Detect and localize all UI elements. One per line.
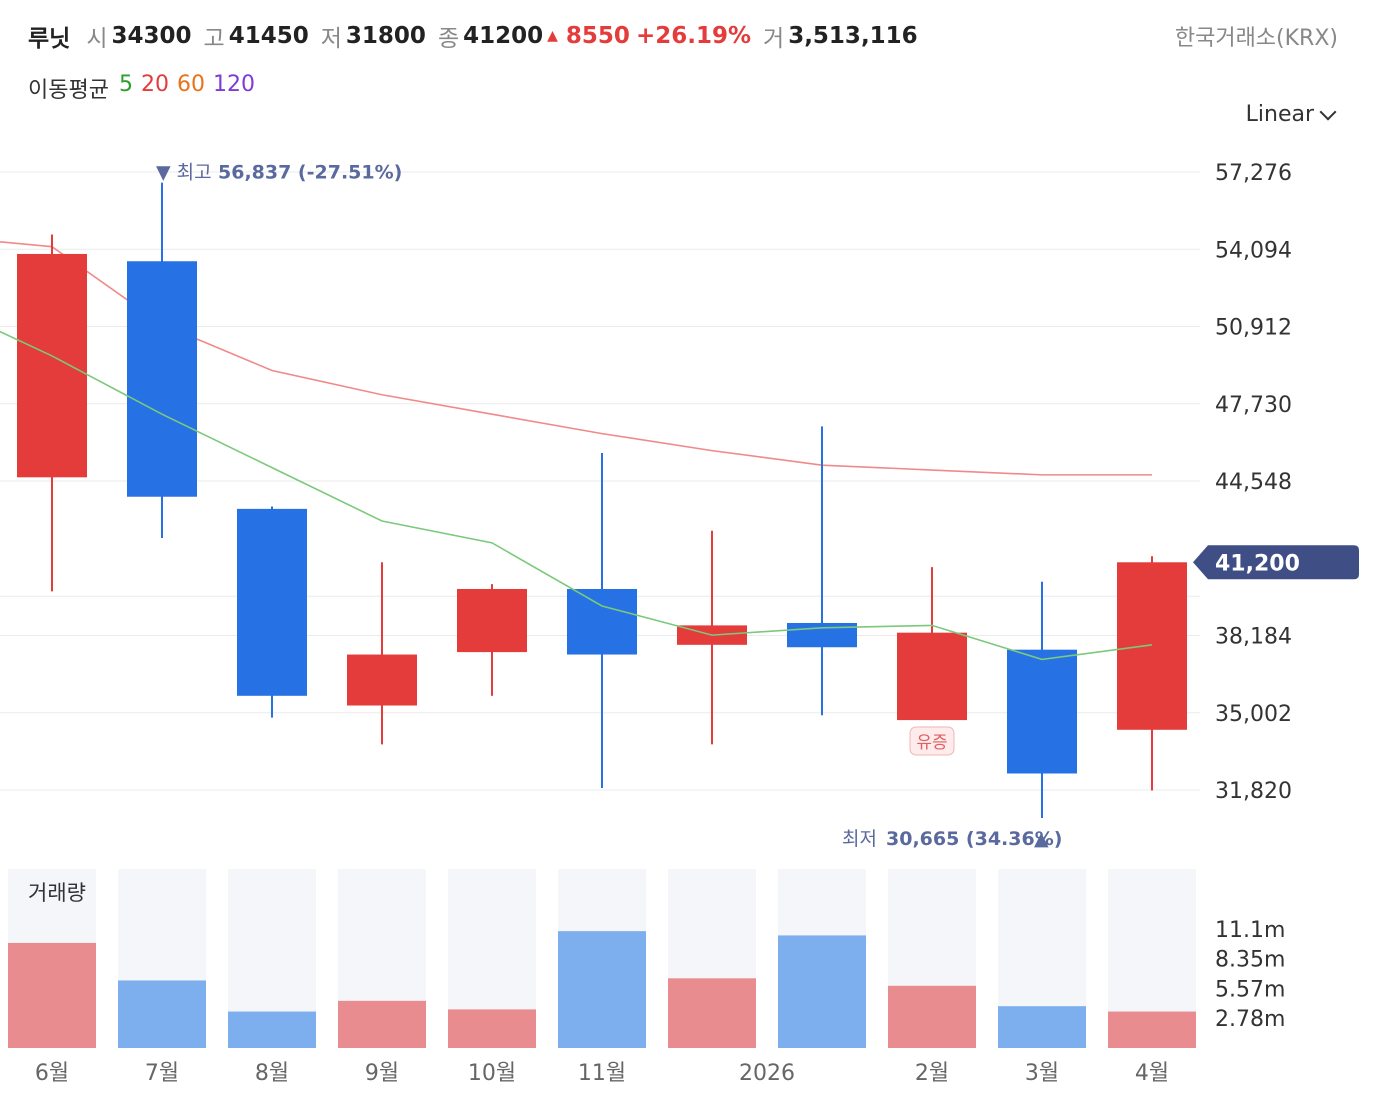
volume-label: 거	[763, 26, 785, 52]
volume-tick-label: 8.35m	[1215, 947, 1285, 972]
scale-dropdown[interactable]: Linear	[1245, 102, 1337, 127]
ma-legend-title: 이동평균	[28, 78, 109, 103]
moving-average-legend: 이동평균 5 20 60 120	[28, 72, 255, 104]
ma-60-toggle[interactable]: 60	[176, 72, 205, 97]
candle-body	[1007, 649, 1077, 774]
low-value: 31800	[345, 23, 426, 49]
scale-dropdown-label: Linear	[1245, 102, 1314, 127]
y-tick-label: 50,912	[1215, 316, 1292, 341]
x-tick-label: 4월	[1135, 1061, 1169, 1086]
volume-bar	[8, 942, 96, 1048]
volume-tick-label: 11.1m	[1215, 918, 1285, 943]
volume-bar	[228, 1011, 316, 1048]
candle-body	[237, 508, 307, 696]
y-tick-label: 54,094	[1215, 238, 1292, 263]
low-annotation-prefix: 최저	[842, 828, 877, 850]
change-value: 8550	[565, 23, 630, 49]
close-value: 41200	[463, 23, 544, 49]
high-label: 고	[203, 26, 225, 52]
volume-title: 거래량	[28, 881, 86, 905]
high-annotation-prefix: ▼ 최고	[156, 162, 212, 184]
candle-body	[17, 253, 87, 478]
y-tick-label: 57,276	[1215, 161, 1292, 186]
volume-bar	[888, 985, 976, 1048]
volume-bar	[118, 980, 206, 1048]
volume-bar	[448, 1009, 536, 1048]
y-tick-label: 44,548	[1215, 470, 1292, 495]
x-tick-label: 6월	[35, 1061, 69, 1086]
y-tick-label: 31,820	[1215, 779, 1292, 804]
ma-120-toggle[interactable]: 120	[212, 72, 255, 97]
x-tick-label: 7월	[145, 1061, 179, 1086]
high-value: 41450	[228, 23, 309, 49]
x-tick-label: 2월	[915, 1061, 949, 1086]
volume-bar	[338, 1000, 426, 1048]
last-price-label: 41,200	[1215, 551, 1300, 576]
y-tick-label: 47,730	[1215, 393, 1292, 418]
candle-body	[457, 588, 527, 653]
ma-5-toggle[interactable]: 5	[118, 72, 133, 97]
high-annotation-value: 56,837 (-27.51%)	[218, 162, 402, 184]
y-tick-label: 38,184	[1215, 625, 1292, 650]
volume-bar	[998, 1006, 1086, 1048]
x-tick-label: 2026	[739, 1061, 795, 1086]
low-annotation-suffix: ▲	[1034, 828, 1049, 850]
ma-20-toggle[interactable]: 20	[140, 72, 169, 97]
last-price-tag	[1193, 545, 1359, 580]
exchange-name: 한국거래소(KRX)	[1174, 26, 1338, 51]
volume-tick-label: 2.78m	[1215, 1007, 1285, 1032]
volume-bar	[1108, 1011, 1196, 1048]
x-tick-label: 11월	[578, 1061, 626, 1086]
stock-name: 루닛	[28, 26, 71, 52]
volume-bar	[668, 978, 756, 1048]
volume-value: 3,513,116	[788, 23, 918, 49]
low-annotation-value: 30,665 (34.36%)	[886, 828, 1062, 850]
up-triangle-icon: ▲	[547, 28, 558, 44]
volume-bar	[778, 935, 866, 1048]
x-tick-label: 8월	[255, 1061, 289, 1086]
candle-body	[567, 588, 637, 655]
candle-body	[1117, 562, 1187, 730]
volume-bar	[558, 931, 646, 1048]
price-header: 루닛 시 34300 고 41450 저 31800 종 41200 ▲ 855…	[28, 18, 930, 54]
event-badge	[909, 726, 955, 756]
x-tick-label: 3월	[1025, 1061, 1059, 1086]
close-label: 종	[437, 26, 460, 52]
ma-5-line	[0, 330, 1153, 661]
x-tick-label: 10월	[468, 1061, 516, 1086]
change-percent: +26.19%	[635, 23, 752, 49]
candle-body	[347, 654, 417, 706]
open-value: 34300	[111, 23, 192, 49]
volume-tick-label: 5.57m	[1215, 977, 1285, 1002]
candle-body	[127, 261, 197, 497]
low-label: 저	[320, 26, 342, 52]
y-tick-label: 35,002	[1215, 702, 1292, 727]
x-tick-label: 9월	[365, 1061, 399, 1086]
event-badge-label: 유증	[916, 733, 947, 753]
open-label: 시	[86, 26, 108, 52]
candle-body	[897, 632, 967, 721]
